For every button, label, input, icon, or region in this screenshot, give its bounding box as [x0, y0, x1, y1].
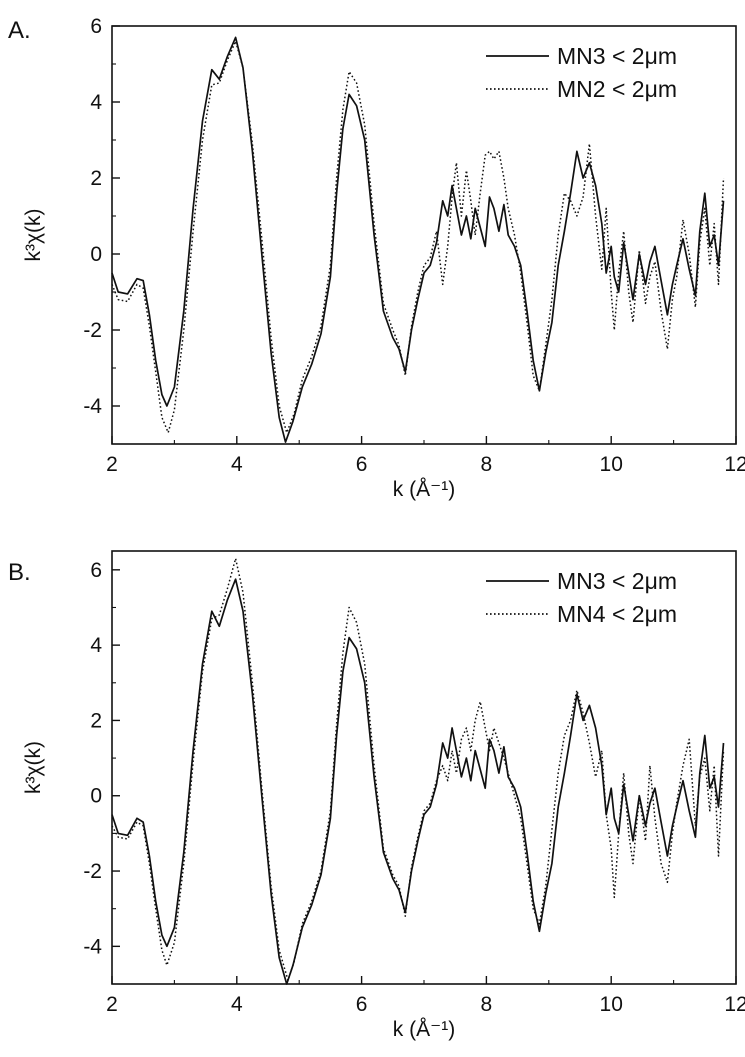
x-tick-label: 4 — [231, 993, 243, 1016]
y-tick-label: 4 — [90, 634, 102, 657]
y-tick-label: 6 — [90, 559, 102, 582]
y-tick-label: 0 — [90, 243, 102, 266]
y-axis-label: k³χ(k) — [22, 741, 45, 794]
chart-panel-b: B. 2 4 6 8 10 12 -4 -2 0 2 4 6 k (Å⁻¹) k³χ(k) MN3 < 2μm… — [8, 550, 745, 1041]
y-tick-label: 2 — [90, 167, 102, 190]
y-tick-label: 4 — [90, 91, 102, 114]
x-tick-label: 12 — [724, 453, 745, 476]
y-tick-label: -4 — [83, 935, 102, 958]
y-tick-label: -2 — [83, 319, 102, 342]
y-tick-label: -4 — [83, 395, 102, 418]
series-line-solid — [111, 36, 725, 443]
legend-label: MN3 < 2μm — [557, 568, 677, 594]
x-tick-label: 8 — [481, 453, 493, 476]
y-axis-label: k³χ(k) — [22, 208, 45, 261]
x-tick-label: 10 — [600, 993, 623, 1016]
x-axis-label: k (Å⁻¹) — [393, 1018, 455, 1041]
series-line-solid — [111, 578, 725, 985]
legend-label: MN2 < 2μm — [557, 76, 677, 102]
x-tick-label: 2 — [106, 453, 118, 476]
x-tick-label: 8 — [481, 993, 493, 1016]
y-tick-label: -2 — [83, 860, 102, 883]
x-tick-label: 10 — [600, 453, 623, 476]
legend-label: MN4 < 2μm — [557, 601, 677, 627]
panel-label: A. — [8, 17, 31, 44]
y-tick-label: 0 — [90, 785, 102, 808]
x-tick-label: 6 — [356, 453, 368, 476]
x-tick-label: 4 — [231, 453, 243, 476]
x-tick-label: 12 — [724, 993, 745, 1016]
x-axis-label: k (Å⁻¹) — [393, 478, 455, 501]
y-tick-label: 2 — [90, 709, 102, 732]
y-tick-label: 6 — [90, 15, 102, 38]
x-tick-label: 2 — [106, 993, 118, 1016]
panel-label: B. — [8, 559, 31, 586]
x-tick-label: 6 — [356, 993, 368, 1016]
legend-label: MN3 < 2μm — [557, 43, 677, 69]
chart-panel-a: A. 2 4 6 8 10 12 -4 -2 0 2 4 6 k (Å⁻¹) k³χ(k) MN3 < 2μm… — [8, 15, 745, 501]
series-line-dotted — [111, 557, 725, 981]
